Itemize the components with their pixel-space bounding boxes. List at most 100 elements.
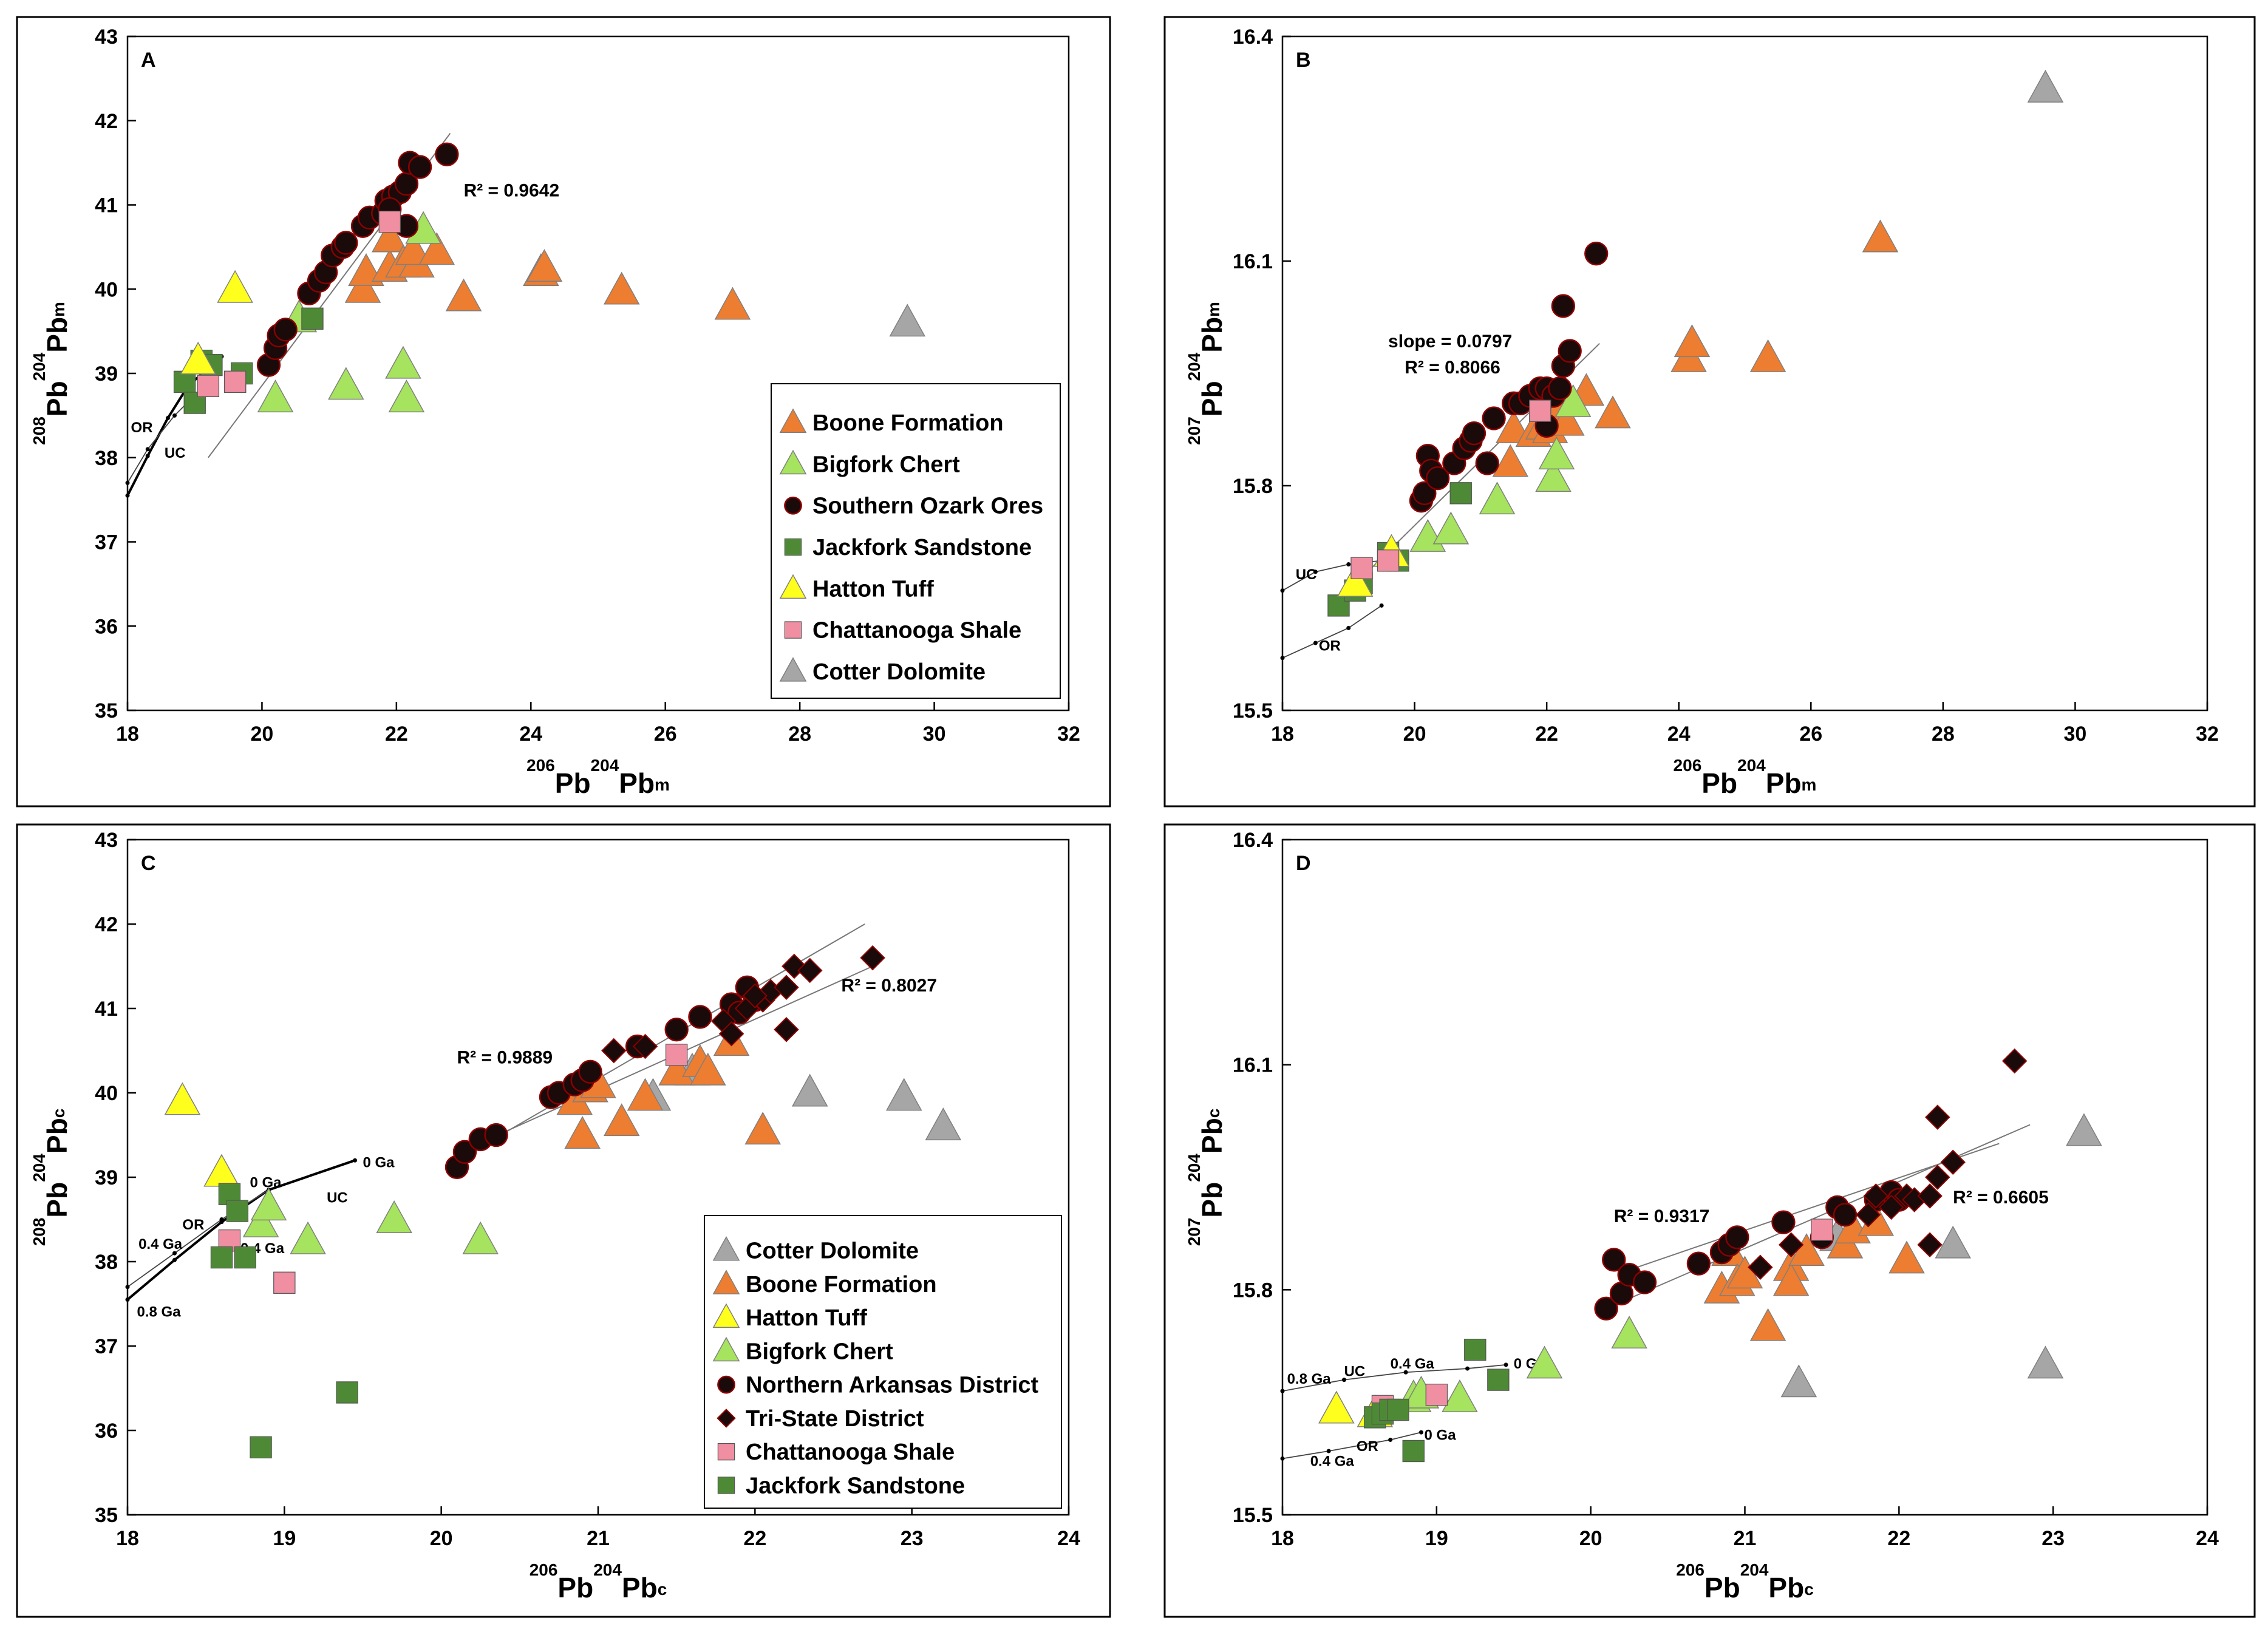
data-point	[1749, 1308, 1786, 1341]
data-point	[385, 345, 421, 379]
y-label-part: 204	[30, 352, 49, 381]
data-point	[1917, 1232, 1943, 1257]
data-point	[1538, 437, 1575, 470]
data-point	[774, 974, 799, 1000]
data-point	[301, 307, 324, 330]
ref-curve-node	[1465, 1366, 1470, 1371]
annotation: R² = 0.9317	[1614, 1206, 1710, 1226]
x-tick-label: 23	[2042, 1527, 2065, 1550]
y-label-part: 207	[1185, 416, 1204, 445]
legend-marker	[712, 1236, 740, 1261]
data-point	[462, 1221, 499, 1254]
x-tick-label: 28	[788, 722, 811, 746]
data-point	[344, 270, 381, 303]
y-tick-label: 42	[95, 913, 118, 936]
data-point	[690, 1052, 726, 1086]
data-point	[234, 1246, 256, 1269]
data-point	[378, 211, 401, 233]
y-label-part: m	[49, 302, 68, 317]
data-point	[889, 304, 926, 337]
y-tick-label: 15.5	[1233, 1504, 1273, 1527]
data-point	[210, 1246, 233, 1269]
data-point	[1602, 1248, 1626, 1272]
legend-label: Bigfork Chert	[746, 1339, 893, 1364]
legend-label: Hatton Tuff	[812, 576, 934, 602]
x-axis-label: 206Pb204Pbc	[530, 1560, 667, 1603]
data-point	[164, 1082, 201, 1115]
data-point	[1878, 1194, 1904, 1220]
legend-label: Northern Arkansas District	[746, 1373, 1039, 1398]
data-point	[742, 983, 768, 1008]
series-hatton-tuff	[180, 270, 253, 375]
y-tick-label: 42	[95, 110, 118, 133]
ref-curve-node	[1388, 1437, 1393, 1442]
legend-label: Chattanooga Shale	[746, 1440, 955, 1465]
ref-curve-node	[172, 1257, 177, 1262]
x-tick-label: 19	[273, 1527, 296, 1550]
x-label-part: 206	[526, 756, 555, 775]
data-point	[1862, 219, 1899, 253]
x-tick-label: 30	[923, 722, 946, 746]
ref-curve-label: 0 Ga	[363, 1154, 395, 1171]
data-point	[564, 1116, 601, 1149]
x-tick-label: 19	[1425, 1527, 1448, 1550]
legend-marker	[712, 1270, 740, 1294]
data-point	[334, 231, 358, 255]
data-point	[1773, 1263, 1810, 1296]
legend-marker	[784, 496, 802, 515]
data-point	[658, 1052, 695, 1086]
y-tick-label: 38	[95, 447, 118, 470]
legend-marker	[712, 1336, 740, 1362]
data-point	[290, 1221, 326, 1254]
data-point	[223, 370, 247, 393]
data-point	[1487, 1368, 1510, 1391]
x-tick-label: 24	[1667, 722, 1691, 746]
x-tick-label: 18	[1271, 722, 1294, 746]
legend-marker	[779, 449, 807, 475]
legend-marker	[717, 1477, 735, 1494]
y-tick-label: 36	[95, 1420, 118, 1443]
x-tick-label: 32	[1057, 722, 1080, 746]
x-label-part: Pb	[1768, 1572, 1804, 1603]
annotation: R² = 0.9889	[457, 1047, 553, 1067]
y-label-part: c	[1204, 1109, 1223, 1118]
data-point	[1412, 481, 1437, 505]
data-point	[1548, 376, 1572, 401]
x-tick-label: 21	[1734, 1527, 1757, 1550]
plot-area	[1281, 35, 2208, 712]
data-point	[336, 1381, 358, 1404]
data-point	[1475, 451, 1499, 475]
data-point	[1387, 1398, 1409, 1421]
data-point	[1778, 1232, 1804, 1257]
x-tick-label: 22	[1887, 1527, 1910, 1550]
ref-curve-node	[125, 1285, 130, 1290]
ref-curve-label: 0.8 Ga	[1287, 1371, 1332, 1387]
data-point	[242, 1204, 279, 1237]
data-point	[664, 1018, 689, 1042]
data-point	[273, 318, 298, 342]
data-point	[484, 1123, 508, 1148]
panel-B: 18 20 22 24 26 28 30 3215.515.816.116.4206Pb204…	[1163, 16, 2256, 807]
data-point	[418, 232, 455, 265]
ref-curve-node	[1280, 1389, 1285, 1393]
data-point	[603, 1103, 640, 1137]
data-point	[1925, 1164, 1950, 1190]
data-point	[1935, 1225, 1971, 1259]
data-point	[371, 219, 408, 253]
data-point	[744, 1112, 782, 1145]
y-label-part: Pb	[41, 1182, 73, 1218]
legend-label: Southern Ozark Ores	[812, 494, 1043, 519]
ref-curve-node	[1280, 588, 1285, 593]
y-tick-label: 15.8	[1233, 475, 1273, 498]
panel-D: 18 19 20 21 22 23 2415.515.816.116.4206Pb204Pb…	[1163, 823, 2256, 1618]
data-point	[180, 341, 217, 375]
y-tick-label: 41	[95, 998, 118, 1021]
panel-A: 18 20 22 24 26 28 30 32353637383940414243206Pb2…	[16, 16, 1111, 807]
data-point	[718, 1021, 744, 1047]
ref-curve-label: OR	[182, 1217, 204, 1233]
x-label-part: Pb	[1766, 767, 1802, 799]
ref-curve-label: OR	[131, 420, 153, 436]
y-axis-label: 207Pb204Pbm	[1185, 302, 1228, 445]
data-point	[1833, 1203, 1858, 1227]
ref-curve-node	[172, 413, 177, 418]
